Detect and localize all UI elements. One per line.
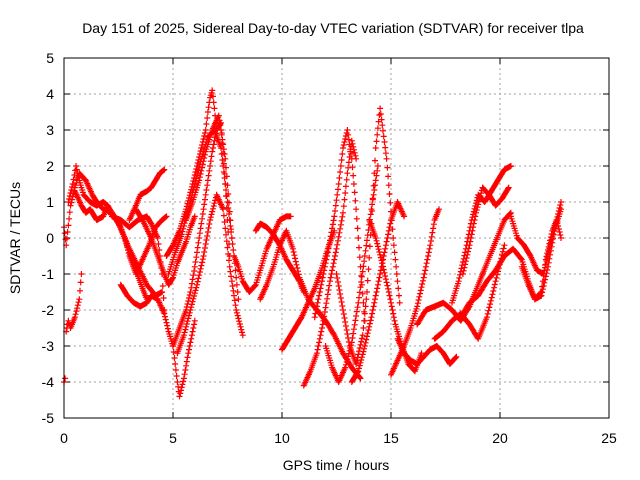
series-ac bbox=[459, 184, 512, 277]
series-s bbox=[311, 127, 368, 324]
series-n bbox=[231, 213, 294, 295]
x-tick-label: 20 bbox=[492, 430, 508, 446]
x-axis-label: GPS time / hours bbox=[283, 457, 390, 473]
marker-trace bbox=[518, 217, 564, 303]
marker-trace bbox=[459, 184, 512, 277]
marker-trace bbox=[231, 213, 294, 295]
x-tick-label: 15 bbox=[383, 430, 399, 446]
y-tick-label: -3 bbox=[42, 338, 55, 354]
x-tick-label: 25 bbox=[601, 430, 617, 446]
y-tick-label: 5 bbox=[46, 50, 54, 66]
series-h bbox=[132, 206, 198, 288]
series-k bbox=[170, 119, 233, 349]
series-g bbox=[126, 166, 168, 223]
data-markers bbox=[61, 87, 564, 400]
series-x bbox=[388, 206, 442, 378]
marker-trace bbox=[348, 199, 408, 385]
y-axis-label: SDTVAR / TECUs bbox=[7, 182, 23, 294]
series-d bbox=[71, 188, 166, 299]
series-y bbox=[394, 335, 460, 367]
x-tick-label: 0 bbox=[60, 430, 68, 446]
marker-trace bbox=[257, 227, 364, 382]
y-tick-label: -2 bbox=[42, 302, 55, 318]
series-p bbox=[257, 227, 364, 382]
marker-trace bbox=[431, 242, 508, 342]
marker-trace bbox=[183, 112, 235, 241]
marker-trace bbox=[174, 191, 246, 357]
x-tick-label: 5 bbox=[169, 430, 177, 446]
x-tick-labels: 0 5 10 15 20 25 bbox=[60, 430, 617, 446]
y-tick-label: 1 bbox=[46, 194, 54, 210]
marker-trace bbox=[388, 206, 442, 378]
series-f bbox=[122, 213, 170, 277]
marker-trace bbox=[117, 281, 198, 400]
chart-title: Day 151 of 2025, Sidereal Day-to-day VTE… bbox=[82, 20, 584, 36]
y-tick-label: 0 bbox=[46, 230, 54, 246]
marker-trace bbox=[394, 335, 460, 367]
x-tick-label: 10 bbox=[274, 430, 290, 446]
y-tick-label: -5 bbox=[42, 410, 55, 426]
marker-trace bbox=[71, 188, 166, 299]
y-tick-label: 4 bbox=[46, 86, 54, 102]
y-tick-labels: -5 -4 -3 -2 -1 0 1 2 3 4 5 bbox=[42, 50, 55, 426]
marker-trace bbox=[170, 119, 233, 349]
series-v bbox=[348, 199, 408, 385]
marker-trace bbox=[126, 166, 168, 223]
series-aa bbox=[431, 242, 508, 342]
y-tick-label: 3 bbox=[46, 122, 54, 138]
series-e bbox=[117, 281, 198, 400]
y-tick-label: -4 bbox=[42, 374, 55, 390]
plot-frame bbox=[63, 57, 610, 419]
series-m bbox=[183, 112, 235, 241]
marker-trace bbox=[122, 213, 170, 277]
marker-trace bbox=[322, 163, 381, 385]
marker-trace bbox=[132, 206, 198, 288]
series-af bbox=[518, 217, 564, 303]
series-t bbox=[322, 163, 381, 385]
y-tick-label: 2 bbox=[46, 158, 54, 174]
series-l bbox=[174, 191, 246, 357]
y-tick-label: -1 bbox=[42, 266, 55, 282]
marker-trace bbox=[311, 127, 368, 324]
